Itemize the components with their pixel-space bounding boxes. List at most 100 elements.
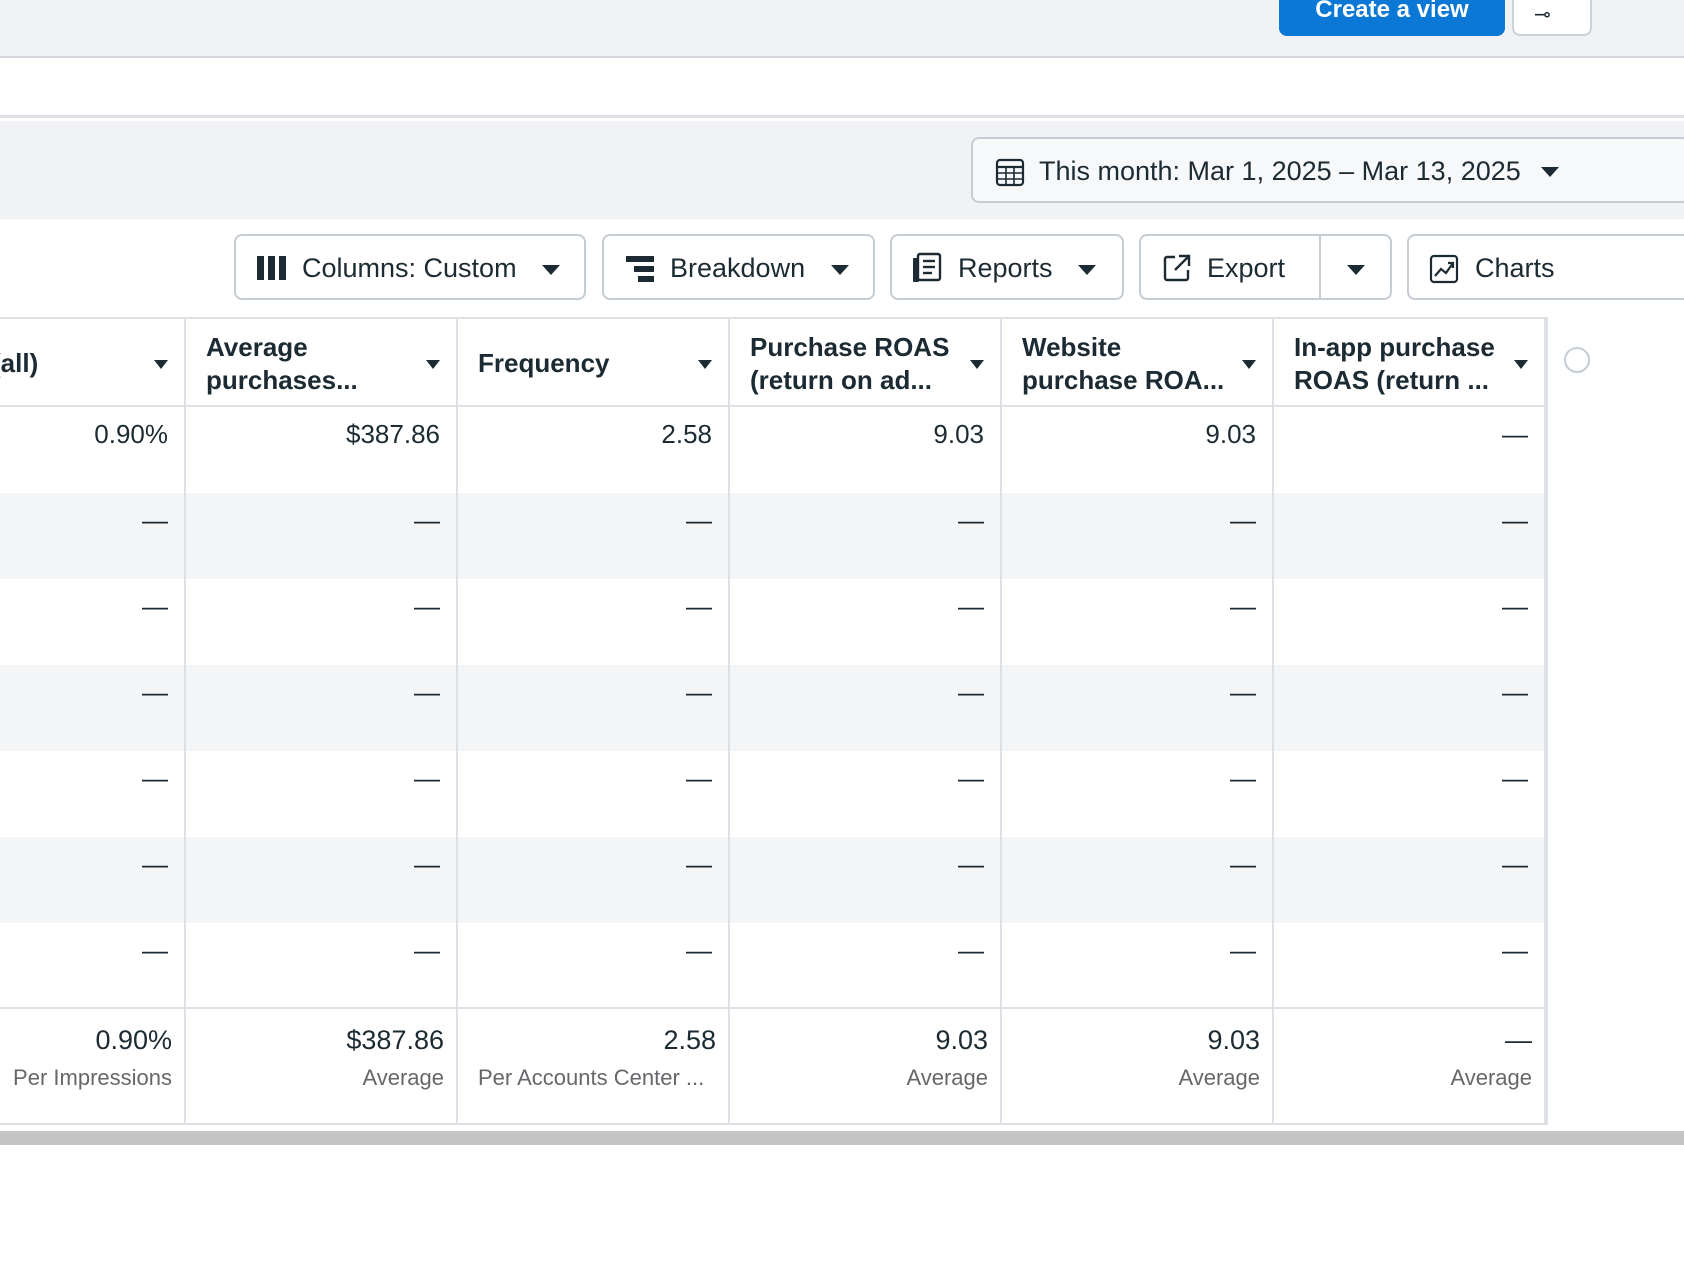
cell-value: — (142, 763, 168, 793)
table-cell: — (458, 665, 730, 751)
total-cell: 9.03 Average (730, 1009, 1002, 1125)
cell-value: — (414, 935, 440, 965)
columns-button[interactable]: Columns: Custom (234, 234, 586, 300)
table-cell: — (1274, 665, 1546, 751)
sort-chevron-icon[interactable] (426, 360, 440, 369)
table-cell: — (186, 493, 458, 579)
table-cell: — (730, 493, 1002, 579)
cell-value: — (1230, 849, 1256, 879)
column-header-average-purchases[interactable]: Average purchases... (186, 319, 458, 407)
column-header-frequency[interactable]: Frequency (458, 319, 730, 407)
sort-chevron-icon[interactable] (698, 360, 712, 369)
sort-chevron-icon[interactable] (1242, 360, 1256, 369)
table-cell: — (1274, 407, 1546, 493)
cell-value: — (142, 505, 168, 535)
column-header-label: Website purchase ROA... (1022, 332, 1225, 395)
table-cell: — (458, 837, 730, 923)
cell-value: 2.58 (661, 419, 712, 449)
cell-value: — (1502, 505, 1528, 535)
table-row[interactable]: — — — — — — (0, 493, 1684, 579)
export-options-chevron-icon[interactable] (1347, 265, 1365, 275)
cell-value: 9.03 (933, 419, 984, 449)
sort-chevron-icon[interactable] (154, 360, 168, 369)
cell-value: — (1502, 935, 1528, 965)
table-cell: — (1274, 923, 1546, 1009)
cell-value: 0.90% (94, 419, 168, 449)
table-cell: $387.86 (186, 407, 458, 493)
date-range-label: This month: Mar 1, 2025 – Mar 13, 2025 (1039, 156, 1521, 186)
table-cell: — (1002, 493, 1274, 579)
filter-strip (0, 60, 1684, 118)
column-header-label: Average purchases... (206, 332, 358, 395)
table-cell: — (1002, 751, 1274, 837)
top-bar: Create a view ⊸ (0, 0, 1684, 58)
total-label: Average (362, 1065, 444, 1090)
column-header-website-purchase-roas[interactable]: Website purchase ROA... (1002, 319, 1274, 407)
column-info-icon[interactable] (1564, 347, 1590, 373)
total-cell: 0.90% Per Impressions (0, 1009, 186, 1125)
date-range-picker[interactable]: This month: Mar 1, 2025 – Mar 13, 2025 (971, 137, 1684, 203)
total-value: — (1505, 1025, 1532, 1055)
breakdown-icon (626, 256, 654, 282)
table-row[interactable]: 0.90% $387.86 2.58 9.03 9.03 — (0, 407, 1684, 493)
table-cell: 0.90% (0, 407, 186, 493)
reports-button[interactable]: Reports (890, 234, 1124, 300)
total-label: Per Impressions (13, 1065, 172, 1090)
table-cell: — (1274, 751, 1546, 837)
table-row[interactable]: — — — — — — (0, 837, 1684, 923)
column-header-all[interactable]: (all) (0, 319, 186, 407)
cell-value: $387.86 (346, 419, 440, 449)
horizontal-scrollbar[interactable] (0, 1131, 1684, 1145)
column-header-label: Purchase ROAS (return on ad... (750, 332, 950, 395)
cell-value: — (958, 935, 984, 965)
charts-button[interactable]: Charts (1407, 234, 1684, 300)
table-cell: — (186, 837, 458, 923)
table-cell: — (1002, 923, 1274, 1009)
table-cell: — (458, 493, 730, 579)
chevron-down-icon (1541, 167, 1559, 177)
cell-value: — (1502, 677, 1528, 707)
reports-label: Reports (958, 253, 1053, 283)
cell-value: — (1502, 591, 1528, 621)
cell-value: — (1230, 505, 1256, 535)
table-cell: — (186, 665, 458, 751)
table-cell: — (730, 579, 1002, 665)
charts-label: Charts (1475, 253, 1555, 283)
cell-value: — (958, 505, 984, 535)
cell-value: — (1230, 763, 1256, 793)
total-value: 0.90% (95, 1025, 172, 1055)
cell-value: — (1502, 849, 1528, 879)
table-cell: — (0, 579, 186, 665)
line-chart-icon (1429, 254, 1459, 284)
cell-value: — (142, 677, 168, 707)
chevron-down-icon (542, 265, 560, 275)
sort-chevron-icon[interactable] (1514, 360, 1528, 369)
export-split-divider (1319, 236, 1321, 298)
cell-value: — (686, 849, 712, 879)
create-view-button[interactable]: Create a view (1279, 0, 1505, 36)
table-row[interactable]: — — — — — — (0, 923, 1684, 1009)
column-header-in-app-purchase-roas[interactable]: In-app purchase ROAS (return ... (1274, 319, 1546, 407)
table-cell: — (458, 751, 730, 837)
total-value: 2.58 (663, 1025, 716, 1055)
table-row[interactable]: — — — — — — (0, 751, 1684, 837)
view-settings-button[interactable]: ⊸ (1512, 0, 1592, 36)
table-cell: — (0, 837, 186, 923)
column-header-purchase-roas[interactable]: Purchase ROAS (return on ad... (730, 319, 1002, 407)
total-value: 9.03 (935, 1025, 988, 1055)
chevron-down-icon (1078, 265, 1096, 275)
table-cell: — (1274, 579, 1546, 665)
cell-value: — (414, 849, 440, 879)
export-button[interactable]: Export (1139, 234, 1392, 300)
table-row[interactable]: — — — — — — (0, 579, 1684, 665)
cell-value: — (1230, 677, 1256, 707)
chevron-down-icon (831, 265, 849, 275)
sort-chevron-icon[interactable] (970, 360, 984, 369)
reports-icon (913, 252, 942, 282)
table-row[interactable]: — — — — — — (0, 665, 1684, 751)
cell-value: — (686, 677, 712, 707)
total-cell: $387.86 Average (186, 1009, 458, 1125)
cell-value: — (958, 591, 984, 621)
breakdown-button[interactable]: Breakdown (602, 234, 875, 300)
